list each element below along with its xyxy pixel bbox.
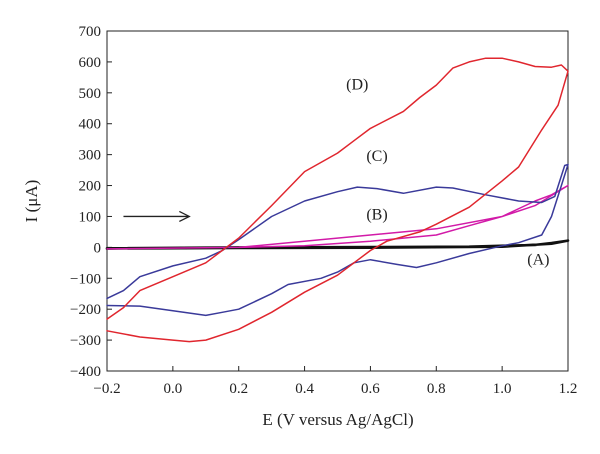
y-tick-label: 500 <box>79 86 102 102</box>
x-axis-label: E (V versus Ag/AgCl) <box>262 410 413 429</box>
x-tick-label: 0.2 <box>229 381 248 397</box>
x-tick-label: 1.0 <box>493 381 512 397</box>
series-line-2 <box>106 163 569 317</box>
curve-label: (C) <box>366 148 387 165</box>
y-tick-label: 100 <box>79 209 102 225</box>
y-tick-label: 200 <box>79 179 102 195</box>
y-axis-label: I (μA) <box>22 180 41 223</box>
y-tick-label: −400 <box>70 364 101 380</box>
y-tick-label: 400 <box>79 117 102 133</box>
y-tick-label: −200 <box>70 302 101 318</box>
y-tick-label: 300 <box>79 148 102 164</box>
series-line-1 <box>106 184 569 250</box>
y-tick-label: 0 <box>94 240 102 256</box>
y-tick-label: 700 <box>79 24 102 40</box>
series-line-0 <box>105 239 570 250</box>
series-line-3 <box>106 57 569 343</box>
sweep-direction-arrow-head <box>179 210 191 223</box>
curve-label: (B) <box>366 207 387 224</box>
annotation-layer: (A) (B) (C) (D) <box>123 77 549 268</box>
y-tick-label: 600 <box>79 55 102 71</box>
x-tick-label: 0.0 <box>163 381 182 397</box>
series-layer <box>105 57 570 343</box>
tick-layer: −0.2 0.0 0.2 0.4 0.6 0.8 1.0 1.2 −400 −300 −200 −10… <box>70 24 577 397</box>
curve-label: (A) <box>527 251 549 268</box>
plot-area-frame <box>106 30 569 372</box>
y-tick-label: −300 <box>70 333 101 349</box>
x-tick-label: 1.2 <box>559 381 578 397</box>
y-tick-label: −100 <box>70 271 101 287</box>
x-tick-label: 0.4 <box>295 381 314 397</box>
x-tick-label: 0.8 <box>427 381 446 397</box>
x-tick-label: 0.6 <box>361 381 380 397</box>
curve-label: (D) <box>346 77 368 94</box>
x-tick-label: −0.2 <box>93 381 120 397</box>
